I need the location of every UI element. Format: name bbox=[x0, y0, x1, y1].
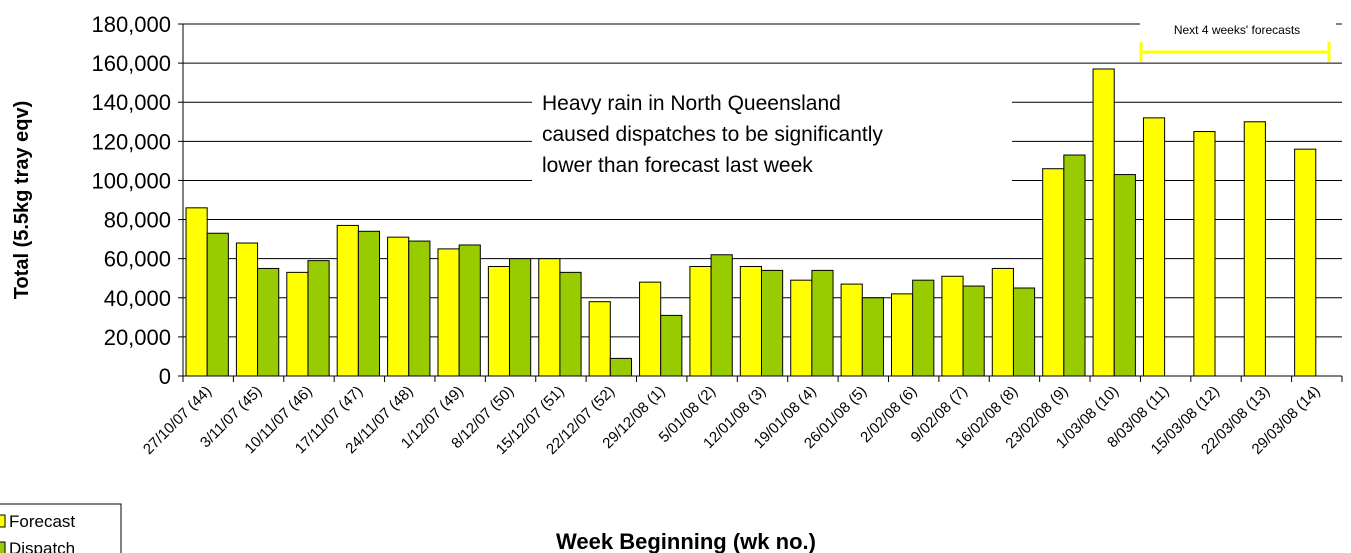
bar bbox=[408, 240, 431, 377]
bar bbox=[689, 265, 712, 377]
bar bbox=[840, 283, 863, 377]
bar bbox=[1063, 154, 1086, 377]
bar bbox=[185, 207, 208, 377]
bar bbox=[235, 242, 259, 377]
bar bbox=[1113, 174, 1136, 377]
bar bbox=[588, 301, 611, 377]
bar bbox=[991, 267, 1014, 377]
bar bbox=[790, 279, 813, 377]
bar bbox=[387, 236, 410, 377]
bar bbox=[609, 357, 632, 377]
bar bbox=[660, 314, 683, 377]
y-axis-label: Total (5.5kg tray eqv) bbox=[11, 101, 33, 300]
bar bbox=[437, 248, 460, 377]
y-tick-label: 140,000 bbox=[91, 90, 171, 115]
bar bbox=[1142, 117, 1166, 377]
bar bbox=[559, 271, 582, 377]
bar bbox=[962, 285, 985, 377]
bar bbox=[538, 258, 561, 377]
bar bbox=[206, 232, 229, 377]
y-tick-label: 180,000 bbox=[91, 12, 171, 37]
bar bbox=[487, 265, 511, 377]
legend-label: Forecast bbox=[9, 512, 75, 531]
bar bbox=[357, 230, 381, 377]
bar bbox=[307, 260, 330, 377]
y-tick-label: 80,000 bbox=[104, 208, 171, 233]
bar bbox=[286, 271, 309, 377]
y-tick-label: 40,000 bbox=[104, 286, 171, 311]
legend bbox=[0, 503, 122, 553]
annotation: caused dispatches to be significantly bbox=[542, 123, 883, 146]
bar bbox=[509, 258, 532, 377]
bar bbox=[1294, 148, 1317, 377]
bar bbox=[1092, 68, 1115, 377]
y-tick-label: 20,000 bbox=[104, 325, 171, 350]
annotation-box bbox=[1140, 20, 1336, 40]
bar bbox=[1042, 168, 1065, 377]
y-tick-label: 0 bbox=[159, 364, 171, 389]
y-tick-label: 120,000 bbox=[91, 129, 171, 154]
bar bbox=[1193, 131, 1216, 377]
legend-label: Dispatch bbox=[9, 539, 75, 553]
bar bbox=[811, 269, 834, 377]
annotation: Heavy rain in North Queensland bbox=[542, 92, 841, 115]
bar bbox=[912, 279, 935, 377]
bar bbox=[257, 267, 280, 377]
legend-swatch bbox=[0, 514, 6, 528]
x-axis-label: Week Beginning (wk no.) bbox=[556, 529, 816, 553]
bar bbox=[1012, 287, 1036, 377]
bar bbox=[1243, 121, 1266, 377]
bar bbox=[458, 244, 481, 377]
annotation: lower than forecast last week bbox=[542, 154, 813, 177]
annotation: Next 4 weeks' forecasts bbox=[1174, 23, 1300, 37]
bar bbox=[710, 254, 733, 377]
legend-swatch bbox=[0, 541, 6, 553]
y-tick-label: 160,000 bbox=[91, 51, 171, 76]
bar bbox=[336, 224, 359, 377]
annotation-box bbox=[532, 80, 1012, 184]
bar bbox=[639, 281, 662, 377]
y-tick-label: 60,000 bbox=[104, 247, 171, 272]
bar bbox=[891, 293, 914, 377]
bar bbox=[861, 297, 884, 377]
y-tick-label: 100,000 bbox=[91, 168, 171, 193]
bar bbox=[760, 269, 784, 377]
bar bbox=[941, 275, 964, 377]
bar bbox=[739, 265, 762, 377]
